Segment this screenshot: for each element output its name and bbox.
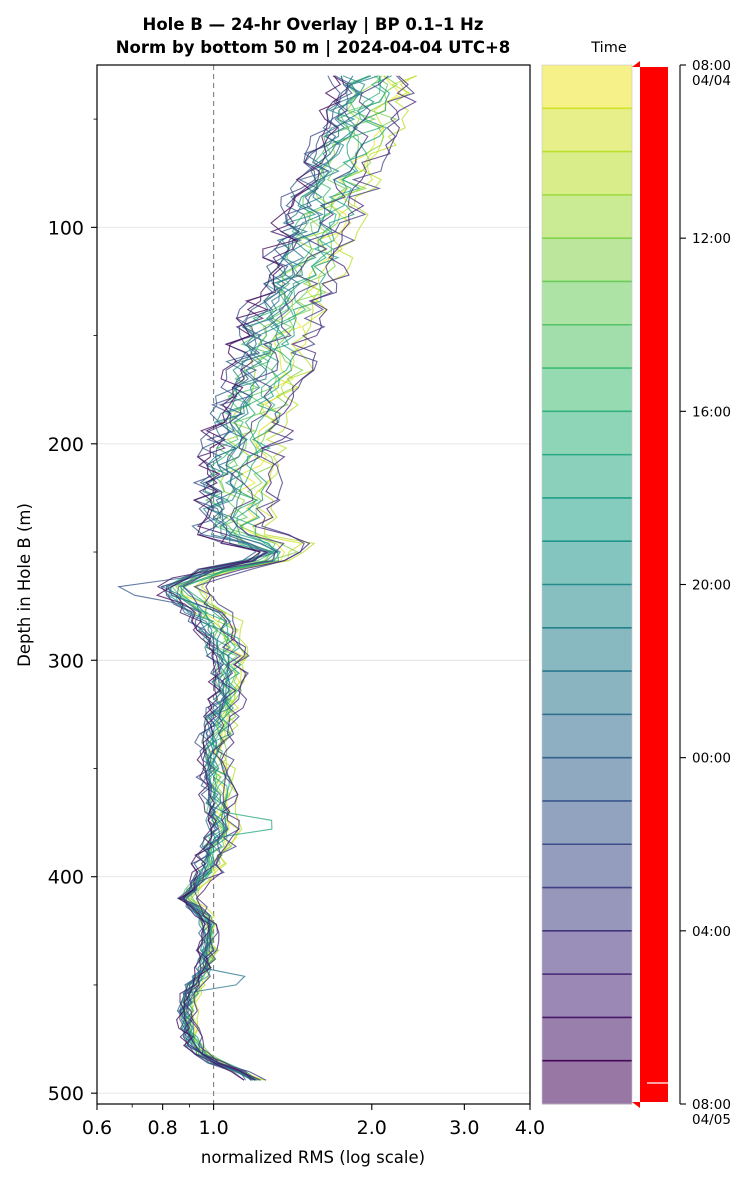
colorbar-band <box>542 844 632 889</box>
colorbar-band <box>542 1060 632 1105</box>
time-indicator-bar <box>632 61 668 1108</box>
colorbar-tick-label: 04:00 <box>692 924 731 940</box>
series-line <box>165 75 353 1081</box>
colorbar-band <box>542 887 632 932</box>
x-tick-label: 0.8 <box>148 1117 178 1139</box>
y-tick-label: 300 <box>48 650 84 672</box>
series-lines <box>117 75 417 1081</box>
axes-frame <box>96 64 531 1105</box>
y-axis-label: Depth in Hole B (m) <box>15 503 34 667</box>
chart-title: Hole B — 24-hr Overlay | BP 0.1–1 Hz <box>143 15 484 35</box>
colorbar-band <box>542 584 632 629</box>
grid-lines <box>97 226 530 1094</box>
x-axis-label: normalized RMS (log scale) <box>201 1148 425 1167</box>
colorbar <box>541 64 633 1105</box>
colorbar-band <box>542 108 632 153</box>
colorbar-band <box>542 454 632 499</box>
colorbar-band <box>542 671 632 715</box>
x-tick-label: 1.0 <box>198 1117 228 1139</box>
colorbar-band <box>542 1017 632 1062</box>
colorbar-outline <box>541 64 633 1105</box>
title-group: Hole B — 24-hr Overlay | BP 0.1–1 Hz Nor… <box>116 15 511 58</box>
colorbar-label: Time <box>590 40 627 56</box>
series-line <box>160 75 349 1081</box>
colorbar-band <box>542 930 632 975</box>
x-tick-label: 3.0 <box>449 1117 479 1139</box>
y-tick-label: 500 <box>48 1083 84 1105</box>
colorbar-tick-label: 12:00 <box>692 231 731 247</box>
series-line <box>155 75 342 1081</box>
x-tick-label: 2.0 <box>357 1117 387 1139</box>
colorbar-tick-label: 08:00 04/04 <box>692 58 731 89</box>
colorbar-band <box>542 281 632 326</box>
colorbar-band <box>542 497 632 542</box>
y-tick-label: 100 <box>48 217 84 239</box>
series-line <box>189 75 417 1081</box>
colorbar-tick-label: 08:00 04/05 <box>692 1097 731 1128</box>
colorbar-band <box>542 627 632 672</box>
colorbar-band <box>542 974 632 1018</box>
colorbar-tick-label: 00:00 <box>692 751 731 767</box>
x-axis: 0.6 0.8 1.0 2.0 3.0 4.0 <box>82 1104 545 1139</box>
series-line <box>117 75 353 1081</box>
indicator-cap-bottom <box>632 1102 640 1108</box>
colorbar-band <box>542 238 632 282</box>
x-tick-label: 0.6 <box>82 1117 112 1139</box>
colorbar-band <box>542 65 632 109</box>
colorbar-band <box>542 714 632 759</box>
y-tick-label: 400 <box>48 867 84 889</box>
colorbar-band <box>542 800 632 845</box>
plot-frame <box>96 64 531 1105</box>
colorbar-band <box>542 151 632 196</box>
x-tick-label: 4.0 <box>515 1117 545 1139</box>
colorbar-band <box>542 757 632 802</box>
colorbar-band <box>542 368 632 412</box>
colorbar-band <box>542 411 632 456</box>
y-axis: 100 200 300 400 500 <box>48 118 97 1105</box>
series-line <box>186 75 416 1081</box>
chart-subtitle: Norm by bottom 50 m | 2024-04-04 UTC+8 <box>116 38 511 58</box>
indicator-fill <box>640 67 668 1102</box>
colorbar-axis: 08:00 04/04 12:00 16:00 20:00 00:00 04:00 08:00… <box>679 58 731 1128</box>
indicator-cap-top <box>632 61 640 67</box>
colorbar-tick-label: 20:00 <box>692 578 731 594</box>
colorbar-band <box>542 324 632 369</box>
colorbar-band <box>542 194 632 239</box>
series-line <box>179 75 389 1081</box>
colorbar-tick-label: 16:00 <box>692 404 731 420</box>
series-line <box>156 75 349 1081</box>
y-tick-label: 200 <box>48 434 84 456</box>
colorbar-band <box>542 541 632 585</box>
